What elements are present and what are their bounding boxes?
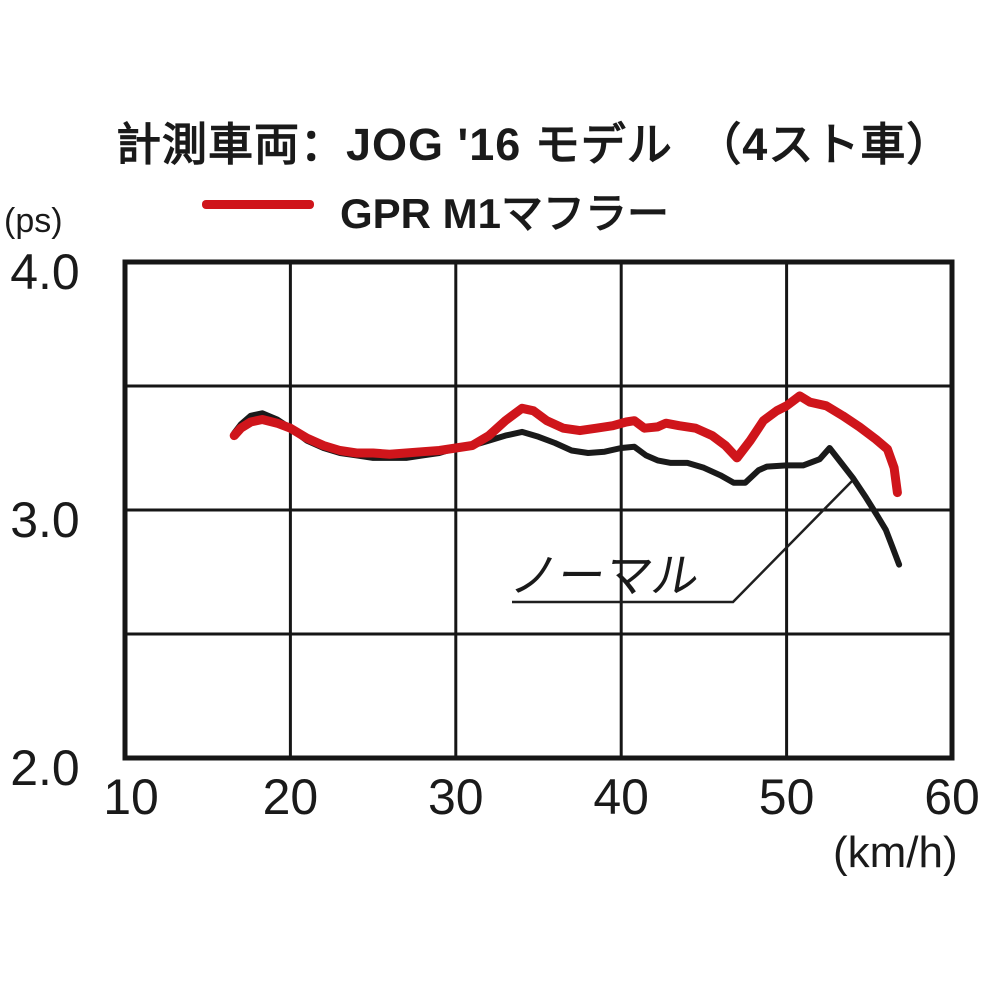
- x-tick-label-40: 40: [593, 769, 649, 825]
- x-tick-label-60: 60: [924, 769, 980, 825]
- y-tick-label-3.0: 3.0: [10, 492, 80, 548]
- annotation-pointer-line: [512, 479, 854, 604]
- legend-red-line-swatch: [202, 200, 314, 209]
- chart-title: 計測車両：JOG '16 モデル （4スト車）: [116, 119, 953, 170]
- plot-border: [122, 259, 955, 761]
- x-tick-label-30: 30: [427, 769, 484, 825]
- series-line-gpr-m1: [229, 391, 902, 498]
- x-tick-label-10: 10: [103, 769, 159, 825]
- y-axis-unit-label: (ps): [4, 202, 63, 240]
- x-tick-label-50: 50: [758, 769, 815, 825]
- annotation-label: ノーマル: [506, 549, 704, 602]
- x-tick-label-20: 20: [262, 769, 319, 825]
- y-tick-label-4.0: 4.0: [10, 244, 80, 300]
- x-axis-unit-label: (km/h): [833, 828, 958, 877]
- y-tick-label-2.0: 2.0: [10, 740, 80, 796]
- legend-label: GPR M1マフラー: [340, 190, 670, 237]
